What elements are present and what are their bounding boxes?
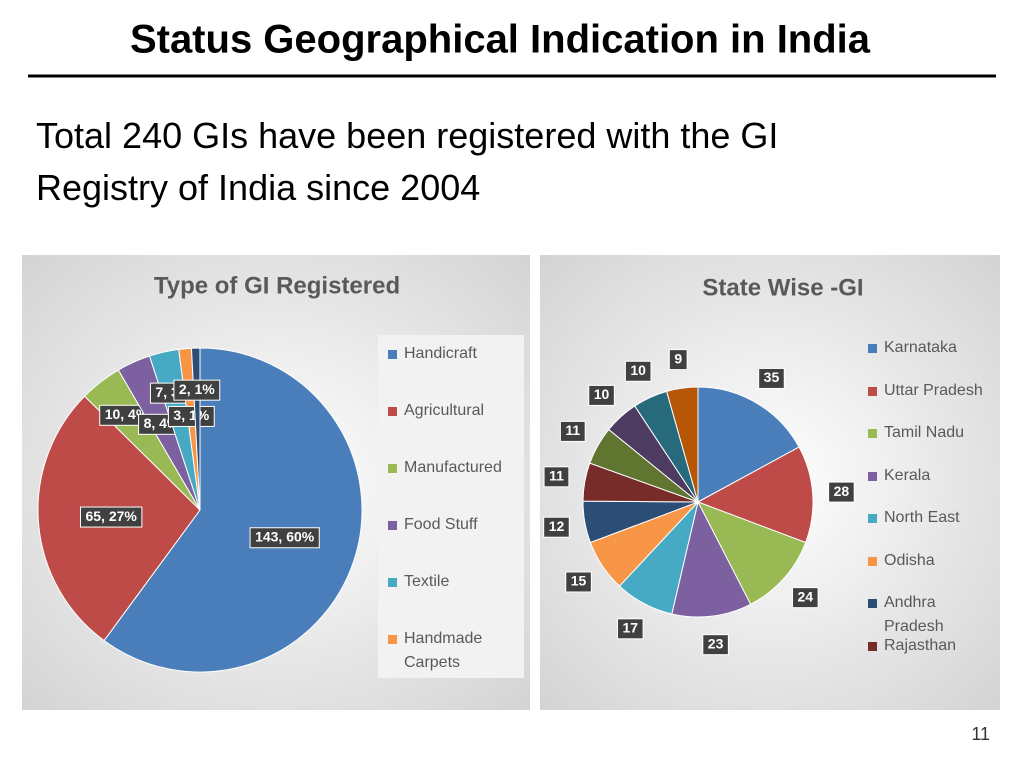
legend-label: Odisha [884, 551, 935, 569]
data-label-box [617, 618, 644, 640]
data-label: 9 [674, 350, 682, 366]
data-label: 11 [549, 468, 564, 484]
legend-label: North East [884, 509, 960, 526]
legend-swatch [868, 556, 877, 566]
legend-swatch [388, 407, 397, 416]
legend-swatch [868, 344, 877, 353]
pie-slice [666, 386, 699, 503]
data-label: 15 [571, 573, 587, 589]
legend-swatch [868, 599, 877, 608]
data-label-box [624, 360, 652, 382]
legend-swatch [868, 641, 877, 651]
data-label: 143, 60% [255, 528, 315, 544]
data-label-box [173, 379, 221, 401]
data-label-box [828, 481, 855, 503]
legend-label: Agricultural [404, 402, 485, 419]
data-label-box [79, 506, 143, 528]
data-label: 12 [549, 518, 565, 534]
legend-item: Manufactured [388, 456, 513, 480]
data-label: 28 [834, 483, 850, 499]
legend-item: Tamil Nadu [868, 421, 998, 445]
legend-item: Food Stuff [388, 513, 513, 537]
legend-label: Tamil Nadu [884, 424, 965, 441]
data-label-box [543, 466, 570, 488]
pie-slice [103, 347, 363, 673]
data-label: 17 [623, 620, 639, 636]
pie-slice [696, 501, 807, 605]
data-label-box [249, 527, 320, 549]
legend-label: Handmade Carpets [404, 630, 483, 671]
legend-box [378, 335, 524, 678]
data-label-box [543, 516, 570, 538]
data-label: 11 [565, 422, 580, 438]
data-label-box [565, 571, 592, 593]
legend-label: Andhra Pradesh [884, 594, 944, 635]
legend-label: Food Stuff [404, 516, 478, 533]
legend-swatch [868, 471, 877, 481]
legend-item: Textile [388, 570, 513, 594]
legend-label: Handicraft [404, 345, 477, 362]
legend-item: Handicraft [388, 342, 513, 366]
legend-item: Odisha [868, 549, 998, 573]
chart-title: State Wise -GI [702, 274, 863, 301]
data-label: 2, 1% [179, 381, 215, 397]
data-label: 3, 1% [173, 407, 209, 423]
data-label-box [792, 587, 819, 609]
data-label: 65, 27% [85, 508, 137, 524]
legend-swatch [388, 635, 397, 644]
legend-item: North East [868, 506, 998, 530]
legend-swatch [868, 429, 877, 438]
legend-swatch [388, 521, 397, 530]
legend-swatch [868, 386, 877, 396]
data-label: 10 [594, 386, 610, 402]
legend-label: Karnataka [884, 339, 957, 356]
data-label: 10, 4% [105, 406, 149, 422]
data-label-box [167, 405, 215, 427]
pie-slice [697, 386, 800, 503]
legend-item: Agricultural [388, 399, 513, 423]
legend-swatch [388, 464, 397, 473]
legend-item: Andhra Pradesh [868, 591, 998, 639]
legend-item: Karnataka [868, 336, 998, 360]
data-label: 24 [798, 588, 814, 604]
legend-label: Uttar Pradesh [884, 381, 983, 399]
data-label: 35 [764, 369, 780, 385]
legend-swatch [388, 350, 397, 359]
pie-slice [696, 446, 814, 544]
subtitle-box: Total 240 GIs have been registered with … [36, 115, 779, 208]
legend-item: Uttar Pradesh [868, 379, 998, 403]
data-label: 10 [630, 362, 646, 378]
legend-item: Handmade Carpets [388, 627, 513, 675]
subtitle: Total 240 GIs have been registered with … [36, 115, 779, 208]
legend-label: Kerala [884, 466, 931, 484]
legend-label: Rajasthan [884, 636, 957, 654]
data-label-box [668, 349, 688, 371]
legend-label: Manufactured [404, 459, 502, 476]
legend-label: Textile [404, 573, 450, 590]
legend-item: Rajasthan [868, 634, 998, 658]
chart-title: Type of GI Registered [154, 272, 400, 299]
data-label-box [559, 420, 586, 442]
legend-item: Kerala [868, 464, 998, 488]
data-label: 23 [708, 635, 724, 651]
data-label-box [588, 384, 615, 406]
data-label-box [758, 367, 785, 389]
legend-swatch [388, 578, 397, 587]
legend-swatch [868, 514, 877, 523]
data-label-box [702, 634, 729, 656]
page-number: 11 [971, 724, 990, 744]
slide-title: Status Geographical Indication in India [130, 18, 871, 62]
